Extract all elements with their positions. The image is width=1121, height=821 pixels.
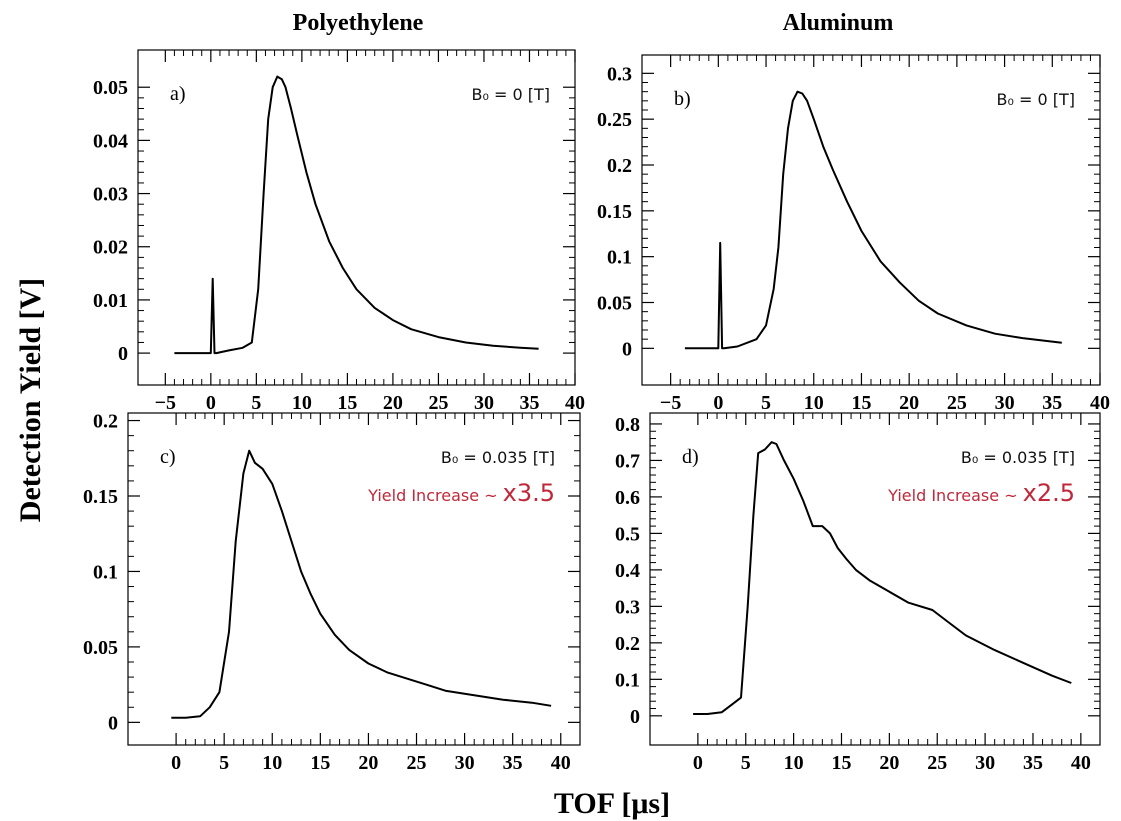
y-tick-label: 0.2 (93, 411, 118, 433)
x-tick-label: 25 (407, 752, 427, 774)
x-tick-label: −5 (660, 392, 681, 414)
yield-increase-prefix: Yield Increase ~ (887, 486, 1022, 505)
x-tick-label: 30 (975, 752, 995, 774)
x-tick-label: 10 (804, 392, 824, 414)
x-tick-label: 40 (1071, 752, 1091, 774)
x-tick-label: 0 (693, 752, 703, 774)
y-tick-label: 0.02 (93, 237, 128, 259)
x-tick-label: 40 (1090, 392, 1110, 414)
x-tick-label: 15 (310, 752, 330, 774)
x-tick-label: 30 (474, 392, 494, 414)
x-tick-label: 15 (337, 392, 357, 414)
x-tick-label: 40 (565, 392, 585, 414)
y-tick-label: 0.15 (83, 486, 118, 508)
y-tick-label: 0.2 (607, 155, 632, 177)
y-axis-title: Detection Yield [V] (14, 278, 47, 522)
y-tick-label: 0.2 (615, 633, 640, 655)
y-tick-label: 0 (108, 712, 118, 734)
y-tick-label: 0.7 (615, 450, 640, 472)
x-tick-label: 10 (784, 752, 804, 774)
x-tick-label: 30 (455, 752, 475, 774)
y-tick-label: 0.05 (597, 293, 632, 315)
plot-frame (649, 412, 1101, 746)
y-tick-label: 0.03 (93, 184, 128, 206)
y-tick-label: 0 (622, 338, 632, 360)
x-tick-label: 25 (947, 392, 967, 414)
y-tick-label: 0 (630, 706, 640, 728)
x-tick-label: 35 (1023, 752, 1043, 774)
y-tick-label: 0.6 (615, 487, 640, 509)
column-title-polyethylene: Polyethylene (293, 10, 424, 36)
plot-frame (127, 412, 581, 746)
y-tick-label: 0.05 (93, 77, 128, 99)
y-tick-label: 0.3 (607, 63, 632, 85)
x-tick-label: 20 (899, 392, 919, 414)
panel-label: b) (674, 88, 691, 110)
y-tick-label: 0.15 (597, 201, 632, 223)
x-tick-label: 20 (879, 752, 899, 774)
yield-increase-prefix: Yield Increase ~ (367, 486, 502, 505)
x-tick-label: 0 (206, 392, 216, 414)
y-tick-label: 0.1 (93, 561, 118, 583)
column-title-aluminum: Aluminum (783, 10, 894, 36)
x-tick-label: −5 (155, 392, 176, 414)
x-tick-label: 10 (262, 752, 282, 774)
panel-label: d) (682, 446, 699, 468)
panel-label: a) (170, 83, 186, 105)
field-annotation: B₀ = 0.035 [T] (961, 448, 1075, 467)
x-tick-label: 5 (741, 752, 751, 774)
x-tick-label: 25 (428, 392, 448, 414)
panel-c: 0 5 10 15 20 25 30 35 40 0 0.05 0.1 0.15 0.2 c) B₀ = 0.… (83, 411, 581, 774)
yield-increase-note: Yield Increase ~ x3.5 (367, 479, 555, 507)
y-tick-label: 0.25 (597, 109, 632, 131)
y-tick-label: 0.04 (93, 130, 128, 152)
x-tick-label: 0 (171, 752, 181, 774)
field-annotation: B₀ = 0 [T] (997, 90, 1076, 109)
panel-label: c) (160, 446, 176, 468)
y-tick-label: 0.1 (607, 247, 632, 269)
x-tick-label: 20 (383, 392, 403, 414)
y-tick-label: 0.5 (615, 523, 640, 545)
yield-increase-factor: x3.5 (503, 479, 555, 507)
field-annotation: B₀ = 0.035 [T] (441, 448, 555, 467)
series-line (693, 441, 1072, 715)
y-tick-label: 0.8 (615, 414, 640, 436)
x-axis-title: TOF [μs] (554, 787, 670, 820)
x-tick-label: 20 (358, 752, 378, 774)
x-tick-label: 35 (519, 392, 539, 414)
y-tick-label: 0.01 (93, 290, 128, 312)
field-annotation: B₀ = 0 [T] (472, 85, 551, 104)
x-tick-label: 35 (503, 752, 523, 774)
x-tick-label: 15 (831, 752, 851, 774)
yield-increase-factor: x2.5 (1023, 479, 1075, 507)
panels: −5 0 5 10 15 20 25 30 35 40 0 0.01 0.02 0.03 0.04 0.05 a… (83, 49, 1110, 774)
panel-a: −5 0 5 10 15 20 25 30 35 40 0 0.01 0.02 0.03 0.04 0.05 a… (93, 49, 585, 414)
x-tick-label: 5 (219, 752, 229, 774)
x-tick-label: 25 (927, 752, 947, 774)
series-line (684, 90, 1062, 350)
y-tick-label: 0.4 (615, 560, 640, 582)
x-tick-label: 40 (551, 752, 571, 774)
yield-increase-note: Yield Increase ~ x2.5 (887, 479, 1075, 507)
x-tick-label: 5 (251, 392, 261, 414)
x-tick-label: 35 (1042, 392, 1062, 414)
series-line (171, 449, 552, 719)
x-tick-label: 5 (761, 392, 771, 414)
y-tick-label: 0.1 (615, 669, 640, 691)
y-tick-label: 0.05 (83, 637, 118, 659)
y-tick-label: 0 (118, 343, 128, 365)
x-tick-label: 30 (995, 392, 1015, 414)
x-tick-label: 0 (713, 392, 723, 414)
panel-b: −5 0 5 10 15 20 25 30 35 40 0 0.05 0.1 0.15 0.2 0.25 0.3… (597, 54, 1110, 414)
y-tick-label: 0.3 (615, 596, 640, 618)
x-tick-label: 15 (851, 392, 871, 414)
x-tick-label: 10 (292, 392, 312, 414)
series-line (174, 75, 539, 355)
panel-d: 0 5 10 15 20 25 30 35 40 0 0.1 0.2 0.3 0.4 0.5 0.6 0.7 0.… (615, 412, 1101, 774)
